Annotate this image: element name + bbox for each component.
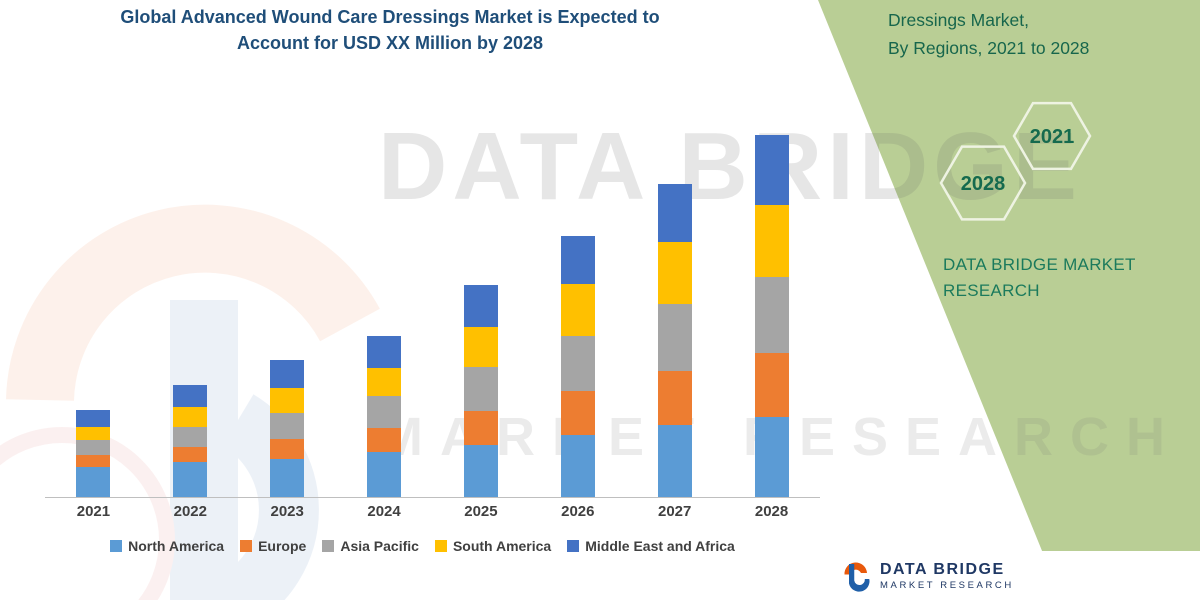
bar-column-2022 [142,135,239,497]
bar-column-2025 [433,135,530,497]
bar-segment-europe [367,428,402,452]
x-axis-label-2028: 2028 [754,503,789,520]
legend-swatch [240,540,253,552]
bar-segment-middle-east-and-africa [657,184,692,242]
stacked-bar-2025 [463,285,498,497]
bar-segment-middle-east-and-africa [367,336,402,368]
bar-segment-middle-east-and-africa [76,410,111,427]
legend-item-middle-east-and-africa: Middle East and Africa [567,538,735,554]
footer-brand-name: DATA BRIDGE [880,560,1005,578]
bar-segment-south-america [76,427,111,440]
legend-swatch [567,540,580,552]
bar-segment-middle-east-and-africa [754,135,789,205]
bar-segment-north-america [754,417,789,497]
stacked-bar-2027 [657,184,692,497]
legend-item-north-america: North America [110,538,224,554]
bar-segment-asia-pacific [173,427,208,447]
bar-segment-south-america [270,388,305,413]
bar-segment-north-america [657,425,692,497]
x-axis-label-2027: 2027 [658,503,692,520]
bar-column-2024 [336,135,433,497]
bar-segment-north-america [173,462,208,497]
bar-column-2023 [239,135,336,497]
stacked-bar-2023 [270,360,305,497]
bar-segment-south-america [560,284,595,336]
legend-item-europe: Europe [240,538,306,554]
bar-segment-asia-pacific [367,396,402,428]
chart-legend: North America Europe Asia Pacific South Ame… [25,538,820,554]
chart-title-line2: Account for USD XX Million by 2028 [236,33,544,54]
x-axis-label-2024: 2024 [367,503,401,520]
x-axis-label-2023: 2023 [270,503,304,520]
bar-segment-asia-pacific [463,367,498,411]
x-axis-label-2025: 2025 [464,503,498,520]
data-bridge-logo-icon [844,561,870,592]
bar-segment-asia-pacific [754,277,789,353]
bar-segment-europe [270,439,305,459]
x-axis-label-2022: 2022 [173,503,207,520]
footer-logo-strip: DATA BRIDGE MARKET RESEARCH [828,551,1200,600]
bar-segment-north-america [270,459,305,497]
side-panel-heading-line1: Dressings Market, [888,10,1030,30]
chart-title-line1: Global Advanced Wound Care Dressings Mar… [120,7,660,27]
bar-segment-middle-east-and-africa [270,360,305,388]
bar-segment-europe [463,411,498,445]
bar-segment-asia-pacific [560,336,595,391]
bar-column-2021 [45,135,142,497]
bar-segment-europe [657,371,692,425]
legend-label: South America [452,538,552,554]
bar-segment-north-america [560,435,595,497]
legend-label: Europe [258,538,307,554]
chart-title: Global Advanced Wound Care Dressings Mar… [15,4,765,56]
side-panel-brand: DATA BRIDGE MARKET RESEARCH [943,252,1136,305]
bar-column-2026 [529,135,626,497]
stacked-bar-2021 [76,410,111,497]
stacked-bar-2024 [367,336,402,497]
stacked-bar-2028 [754,135,789,497]
bar-segment-asia-pacific [657,304,692,371]
bar-segment-north-america [76,467,111,497]
legend-swatch [434,540,447,552]
legend-label: Middle East and Africa [585,538,735,554]
bar-segment-north-america [367,452,402,497]
footer-brand-sub: MARKET RESEARCH [880,579,1014,591]
bar-segment-asia-pacific [270,413,305,439]
x-axis-line [45,497,820,498]
bar-segment-south-america [173,407,208,427]
bar-column-2027 [626,135,723,497]
bar-segment-middle-east-and-africa [560,236,595,284]
x-axis-labels: 2021 2022 2023 2024 2025 2026 2027 2028 [45,503,820,520]
x-axis-label-2026: 2026 [561,503,595,520]
bar-segment-north-america [463,445,498,497]
legend-label: North America [128,538,225,554]
chart-plot [45,135,820,497]
legend-swatch [110,540,123,552]
bar-segment-europe [173,447,208,462]
bar-segment-south-america [463,327,498,367]
bar-segment-south-america [367,368,402,396]
bar-segment-middle-east-and-africa [463,285,498,327]
side-panel-brand-line1: DATA BRIDGE MARKET [943,255,1136,274]
stacked-bar-2022 [173,385,208,497]
legend-swatch [322,540,335,552]
bar-segment-europe [560,391,595,435]
bar-column-2028 [723,135,820,497]
side-panel-brand-line2: RESEARCH [943,281,1040,301]
x-axis-label-2021: 2021 [76,503,111,520]
legend-item-asia-pacific: Asia Pacific [322,538,419,554]
bar-segment-europe [754,353,789,417]
legend-label: Asia Pacific [340,538,419,554]
stacked-bar-2026 [560,236,595,497]
legend-item-south-america: South America [434,538,552,554]
side-panel-heading-line2: By Regions, 2021 to 2028 [888,38,1090,58]
bar-segment-europe [76,455,111,467]
bar-segment-south-america [754,205,789,277]
bar-segment-middle-east-and-africa [173,385,208,407]
bar-segment-south-america [657,242,692,304]
side-panel-heading: Dressings Market, By Regions, 2021 to 20… [888,6,1089,62]
bar-segment-asia-pacific [76,440,111,455]
